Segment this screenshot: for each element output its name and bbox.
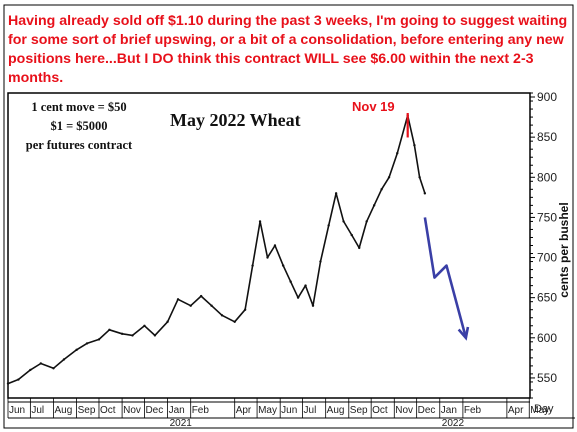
price-point	[319, 260, 322, 263]
y-tick-label: 800	[537, 170, 557, 184]
month-tick-label: Aug	[327, 405, 345, 416]
price-point	[413, 143, 416, 147]
price-series	[6, 114, 427, 385]
month-tick-label: Jun	[281, 405, 297, 416]
month-tick-label: Sep	[78, 405, 96, 416]
price-point	[334, 192, 338, 195]
price-point	[281, 264, 285, 267]
year-label: 2022	[442, 418, 465, 429]
y-tick-label: 700	[537, 251, 557, 265]
price-point	[220, 314, 224, 317]
price-point	[120, 332, 124, 335]
month-tick-label: Oct	[372, 405, 388, 416]
price-point	[396, 151, 399, 155]
price-point	[52, 367, 55, 370]
price-point	[418, 176, 421, 179]
price-point	[289, 280, 292, 283]
projection-series	[423, 217, 470, 341]
y-tick-label: 850	[537, 130, 557, 144]
price-point	[304, 284, 307, 287]
month-tick-label: May	[258, 405, 277, 416]
price-point	[350, 233, 353, 237]
month-tick-label: Jul	[31, 405, 44, 416]
price-point	[273, 244, 277, 247]
price-point	[210, 304, 213, 307]
price-point	[243, 308, 247, 311]
price-point	[251, 264, 254, 267]
month-tick-label: Nov	[395, 405, 413, 416]
price-point	[108, 328, 111, 331]
header-note: Having already sold off $1.10 during the…	[8, 13, 568, 86]
x-axis: Jun Jul Aug Sep Oct Nov Dec Jan Feb Apr May Jun Jul A…	[7, 398, 554, 429]
price-point	[153, 334, 157, 337]
price-point	[327, 224, 330, 227]
info-line-1: 1 cent move = $50	[31, 100, 127, 114]
price-point	[199, 294, 203, 298]
price-line	[7, 114, 426, 385]
price-point	[97, 338, 101, 341]
month-tick-label: Jan	[441, 405, 457, 416]
price-point	[176, 298, 180, 301]
price-point	[358, 246, 361, 250]
y-axis: 550 600 650 700 750 800 850 900 cents per bushel	[530, 90, 571, 399]
outer-border	[3, 4, 574, 429]
price-point	[233, 320, 236, 323]
price-point	[258, 220, 262, 223]
nov-19-label: Nov 19	[352, 99, 395, 114]
projection-arrowhead	[457, 326, 470, 341]
price-point	[387, 176, 391, 179]
month-tick-label: Oct	[100, 405, 116, 416]
month-tick-label: Apr	[236, 405, 252, 416]
month-tick-label: Aug	[54, 405, 72, 416]
year-label: 2021	[170, 418, 193, 429]
plot-frame	[3, 4, 575, 429]
month-tick-label: Sep	[350, 405, 368, 416]
price-point	[85, 342, 89, 345]
y-tick-label: 550	[537, 371, 557, 385]
price-point	[131, 334, 134, 337]
info-line-2: $1 = $5000	[50, 119, 108, 133]
price-point	[39, 362, 43, 365]
month-tick-label: Apr	[508, 405, 524, 416]
month-tick-label: Jun	[9, 405, 25, 416]
month-tick-label: Jan	[169, 405, 185, 416]
y-tick-label: 750	[537, 210, 557, 224]
month-tick-label: Dec	[418, 405, 436, 416]
price-point	[266, 256, 269, 259]
month-tick-label: May	[530, 405, 549, 416]
chart-title: May 2022 Wheat	[170, 110, 301, 130]
y-tick-label: 650	[537, 291, 557, 305]
projection-line	[423, 217, 468, 339]
month-tick-label: Jul	[304, 405, 317, 416]
price-point	[29, 368, 32, 372]
price-point	[166, 320, 169, 323]
y-axis-label: cents per bushel	[557, 202, 571, 297]
month-tick-label: Dec	[145, 405, 163, 416]
x-axis-label: Day	[534, 403, 554, 415]
price-point	[189, 304, 192, 307]
y-tick-label: 900	[537, 90, 557, 104]
month-tick-label: Nov	[123, 405, 141, 416]
y-tick-label: 600	[537, 331, 557, 345]
price-point	[296, 296, 300, 299]
price-point	[311, 304, 315, 307]
price-point	[380, 188, 383, 191]
month-tick-label: Feb	[192, 405, 210, 416]
price-point	[342, 220, 345, 223]
price-point	[75, 348, 78, 352]
price-point	[143, 324, 146, 327]
price-point	[6, 382, 10, 385]
price-point	[372, 204, 376, 207]
price-point	[17, 378, 20, 381]
contract-info-box: 1 cent move = $50 $1 = $5000 per futures…	[12, 98, 146, 155]
info-line-3: per futures contract	[25, 138, 133, 152]
price-point	[62, 358, 66, 361]
price-point	[423, 192, 427, 195]
month-tick-label: Feb	[464, 405, 482, 416]
price-point	[365, 220, 368, 223]
